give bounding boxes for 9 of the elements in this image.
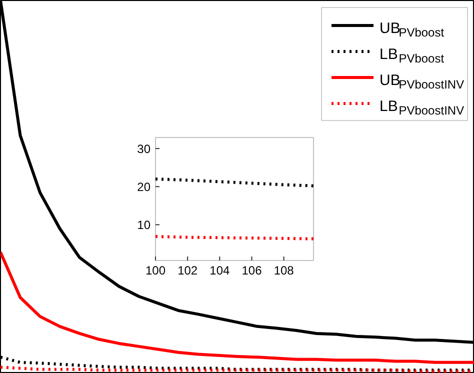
y-tick-label: 20 <box>137 180 151 194</box>
x-tick-label: 106 <box>242 264 262 278</box>
x-tick-label: 108 <box>274 264 294 278</box>
x-tick-label: 100 <box>145 264 166 278</box>
y-tick-label: 10 <box>137 218 151 232</box>
y-tick-label: 30 <box>137 142 151 156</box>
line-series <box>154 178 315 188</box>
x-tick-label: 104 <box>210 264 230 278</box>
x-tick-label: 102 <box>178 264 198 278</box>
